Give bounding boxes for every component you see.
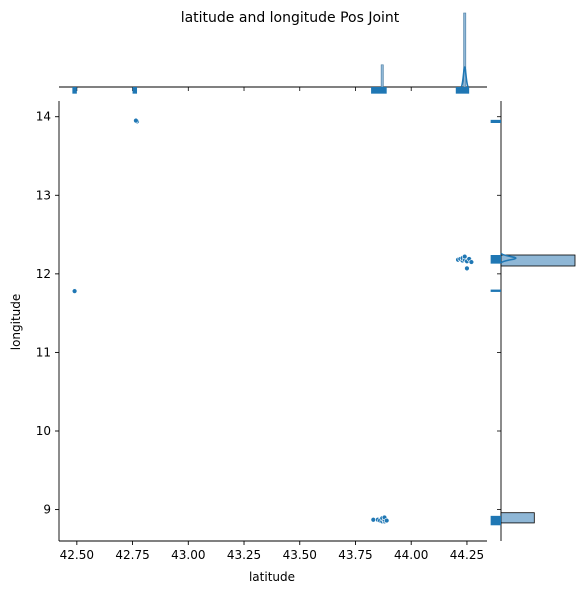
- y-marginal-bar: [490, 255, 501, 264]
- x-marginal-bar: [72, 87, 77, 94]
- scatter-points: [71, 117, 475, 525]
- x-marginal-histogram: [59, 12, 487, 94]
- y-tick-label: 10: [36, 424, 51, 438]
- scatter-point: [133, 117, 139, 124]
- y-marginal-kde-curve: [500, 252, 517, 264]
- y-marginal-histogram: [490, 101, 576, 541]
- scatter-point: [464, 265, 470, 272]
- scatter-point: [468, 259, 475, 265]
- y-tick-label: 9: [43, 503, 51, 517]
- x-marginal-light-bar: [380, 64, 384, 88]
- x-marginal-bar: [455, 87, 470, 94]
- x-tick-label: 44.25: [450, 548, 484, 562]
- y-tick-label: 13: [36, 188, 51, 202]
- x-axis: 42.50 42.75 43.00 43.25 43.50 43.75 44.00 44.25: [59, 540, 487, 562]
- y-marginal-bar: [490, 119, 501, 123]
- y-tick-label: 12: [36, 267, 51, 281]
- x-tick-label: 43.00: [171, 548, 205, 562]
- x-tick-label: 44.00: [394, 548, 428, 562]
- y-axis: 9 10 11 12 13 14: [36, 101, 60, 541]
- y-marginal-bar: [490, 515, 501, 526]
- y-marginal-light-bar: [500, 512, 535, 524]
- x-tick-label: 43.50: [283, 548, 317, 562]
- scatter-point: [71, 288, 78, 294]
- scatter-point: [462, 253, 468, 260]
- x-tick-label: 42.75: [115, 548, 149, 562]
- chart-title: latitude and longitude Pos Joint: [181, 10, 400, 26]
- x-marginal-bar: [371, 87, 387, 94]
- scatter-point: [370, 517, 377, 523]
- scatter-point: [383, 517, 390, 524]
- x-tick-label: 43.25: [227, 548, 261, 562]
- x-axis-label: latitude: [249, 570, 295, 584]
- x-marginal-bar: [132, 87, 138, 94]
- y-axis-label: longitude: [9, 294, 23, 351]
- x-tick-label: 42.50: [60, 548, 94, 562]
- y-tick-label: 11: [36, 345, 51, 359]
- x-tick-label: 43.75: [338, 548, 372, 562]
- x-marginal-kde-curve: [460, 66, 469, 88]
- y-marginal-bar: [490, 289, 501, 292]
- y-tick-label: 14: [36, 110, 51, 124]
